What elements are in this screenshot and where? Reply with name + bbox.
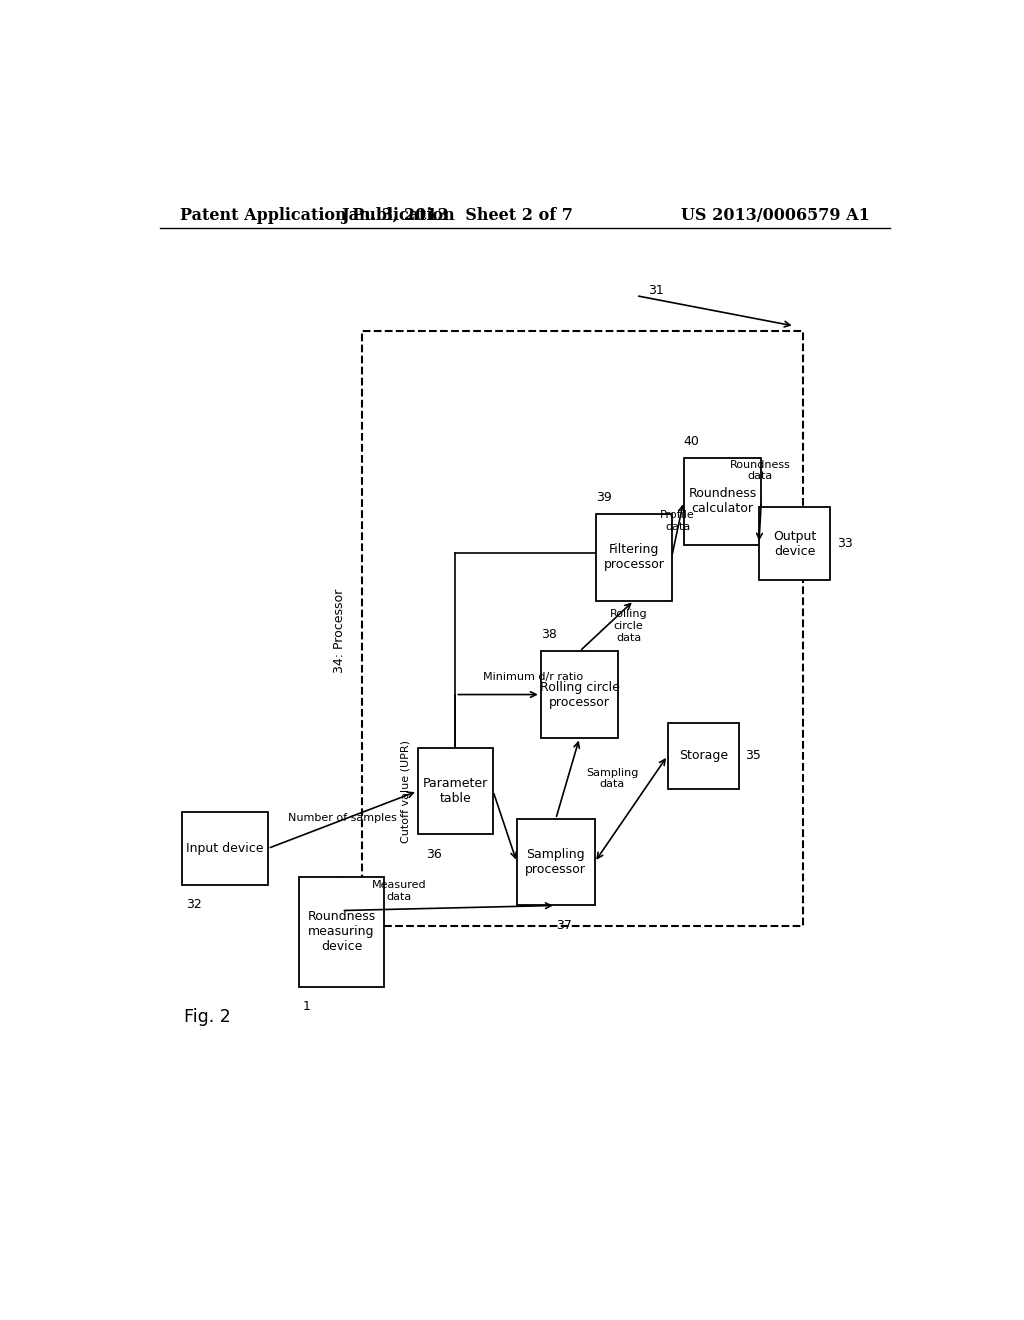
Text: 1: 1 (303, 1001, 310, 1012)
Text: Roundness
data: Roundness data (730, 459, 791, 480)
Text: 34: Processor: 34: Processor (334, 589, 346, 673)
Text: Measured
data: Measured data (372, 880, 426, 902)
Text: 33: 33 (837, 537, 852, 550)
Text: Minimum d/r ratio: Minimum d/r ratio (483, 672, 584, 682)
Text: 38: 38 (541, 628, 557, 642)
Text: Number of samples: Number of samples (288, 813, 397, 824)
Text: Jan. 3, 2013   Sheet 2 of 7: Jan. 3, 2013 Sheet 2 of 7 (341, 207, 573, 224)
Bar (759, 507, 830, 581)
Text: Filtering
processor: Filtering processor (603, 544, 665, 572)
Bar (541, 651, 618, 738)
Text: Fig. 2: Fig. 2 (183, 1008, 230, 1026)
Text: Sampling
data: Sampling data (586, 768, 638, 789)
Text: 37: 37 (557, 919, 572, 932)
Bar (596, 515, 672, 601)
Text: 40: 40 (684, 436, 699, 447)
Bar (418, 748, 494, 834)
Text: Rolling circle
processor: Rolling circle processor (540, 681, 620, 709)
Text: Input device: Input device (186, 842, 263, 855)
Bar (299, 876, 384, 987)
Text: 32: 32 (186, 899, 202, 911)
Text: Rolling
circle
data: Rolling circle data (609, 610, 647, 643)
Text: Profile
data: Profile data (660, 511, 695, 532)
Text: Roundness
calculator: Roundness calculator (688, 487, 757, 515)
Bar (668, 722, 739, 788)
Text: Parameter
table: Parameter table (423, 777, 488, 805)
Bar (362, 331, 803, 925)
Text: Storage: Storage (679, 748, 728, 762)
Text: Roundness
measuring
device: Roundness measuring device (307, 911, 376, 953)
Bar (182, 812, 267, 886)
Text: 39: 39 (596, 491, 612, 504)
Bar (684, 458, 761, 545)
Text: Output
device: Output device (773, 529, 816, 557)
Bar (517, 818, 595, 906)
Text: Patent Application Publication: Patent Application Publication (179, 207, 455, 224)
Text: Sampling
processor: Sampling processor (525, 849, 586, 876)
Text: US 2013/0006579 A1: US 2013/0006579 A1 (681, 207, 870, 224)
Text: 31: 31 (648, 284, 664, 297)
Text: 35: 35 (745, 748, 761, 762)
Text: Cutoff value (UPR): Cutoff value (UPR) (400, 739, 411, 842)
Text: 36: 36 (426, 847, 441, 861)
